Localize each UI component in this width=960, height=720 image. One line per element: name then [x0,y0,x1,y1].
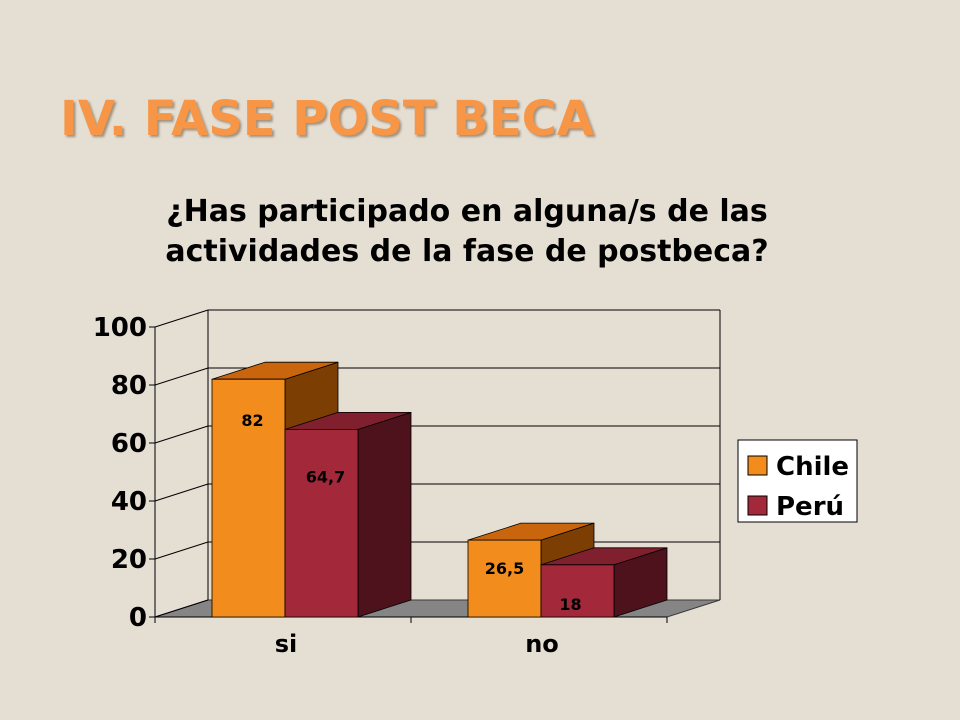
side-wall-gridline [154,541,209,560]
bar-si-peru [284,411,412,618]
value-axis-tick-label: 60 [111,429,147,459]
side-wall-gridline [154,309,209,328]
side-wall-gridline [154,367,209,386]
value-axis-tick-label: 20 [111,545,147,575]
side-wall-gridline [154,425,209,444]
data-label-no-chile: 26,5 [485,559,524,578]
data-label-no-peru: 18 [559,595,581,614]
category-label-no: no [525,630,559,658]
bar-no-peru [540,547,668,618]
chart-title: ¿Has participado en alguna/s de las acti… [0,192,934,272]
bar-si-chile-front [211,378,286,618]
bar-no-chile-front [467,539,542,618]
legend-label-peru: Perú [776,492,844,522]
chart-data-labels: 82 64,7 26,5 18 [241,411,581,614]
legend-label-chile: Chile [776,452,849,482]
legend-item-chile: Chile [747,452,849,482]
chart-title-line-1: ¿Has participado en alguna/s de las [166,194,768,229]
chart-axes: 0 20 40 60 80 100 si no [93,313,668,658]
side-wall-gridline [154,483,209,502]
bar-no-peru-front [540,564,615,618]
category-label-si: si [275,630,298,658]
bar-si-peru-front [284,428,359,618]
chart-bars [211,361,668,618]
slide-title: IV. FASE POST BECA [60,91,595,147]
legend-swatch-peru [747,495,768,516]
data-label-si-chile: 82 [241,411,263,430]
legend-swatch-chile [747,455,768,476]
legend-item-peru: Perú [747,492,844,522]
side-wall-gridline [154,599,209,618]
data-label-si-peru: 64,7 [306,467,345,486]
value-axis-tick-label: 100 [93,313,147,343]
value-axis-tick-label: 40 [111,487,147,517]
chart-legend: Chile Perú [737,439,858,523]
value-axis-tick-label: 80 [111,371,147,401]
chart-title-line-2: actividades de la fase de postbeca? [165,234,769,269]
value-axis-tick-label: 0 [129,603,147,633]
bar-si-peru-side [357,411,412,618]
